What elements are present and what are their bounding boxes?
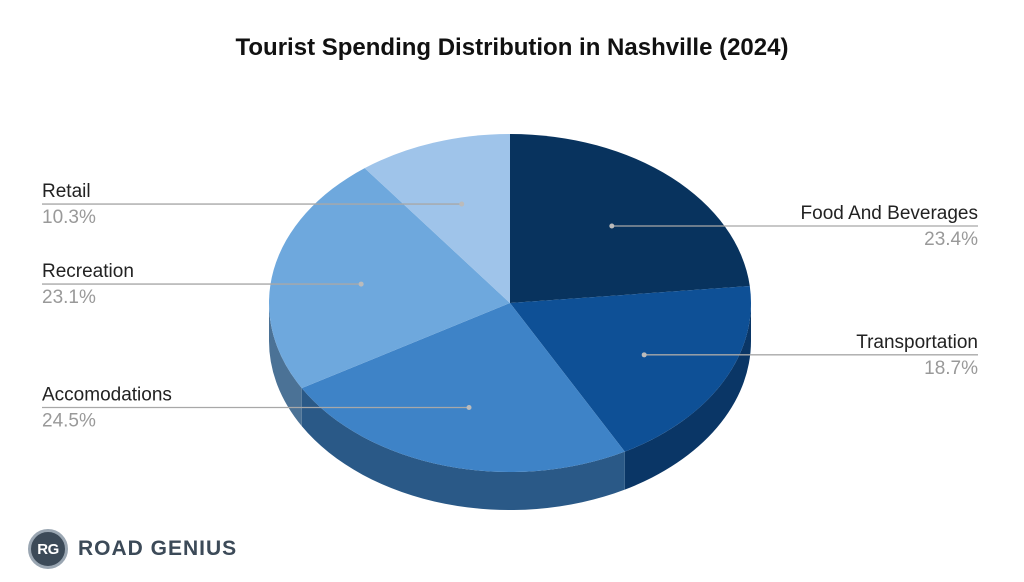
brand-badge-icon: RG — [28, 529, 68, 569]
slice-percent-3: 23.1% — [42, 287, 96, 308]
leader-dot-4 — [459, 201, 465, 207]
pie-slice-1[interactable] — [510, 286, 751, 452]
slice-percent-4: 10.3% — [42, 207, 96, 228]
leader-dot-1 — [641, 352, 647, 358]
pie-slice-2[interactable] — [301, 303, 625, 473]
slice-percent-1: 18.7% — [924, 358, 978, 379]
leader-dot-3 — [358, 281, 364, 287]
brand-logo: RG ROAD GENIUS — [28, 528, 237, 570]
leader-dot-0 — [609, 223, 615, 229]
pie-side-3 — [269, 303, 302, 427]
slice-label-1: Transportation — [856, 332, 978, 353]
pie-side-1 — [624, 303, 751, 490]
slice-label-4: Retail — [42, 181, 91, 202]
leader-dot-2 — [466, 405, 472, 411]
pie-slice-4[interactable] — [364, 134, 510, 303]
pie-slice-0[interactable] — [510, 134, 750, 303]
slice-percent-0: 23.4% — [924, 229, 978, 250]
slice-label-2: Accomodations — [42, 385, 172, 406]
pie-slice-3[interactable] — [269, 168, 510, 389]
slice-label-0: Food And Beverages — [801, 203, 978, 224]
pie-side-2 — [301, 388, 625, 511]
slice-percent-2: 24.5% — [42, 411, 96, 432]
chart-title: Tourist Spending Distribution in Nashvil… — [235, 34, 789, 61]
slice-label-3: Recreation — [42, 261, 134, 282]
brand-name: ROAD GENIUS — [78, 537, 238, 560]
